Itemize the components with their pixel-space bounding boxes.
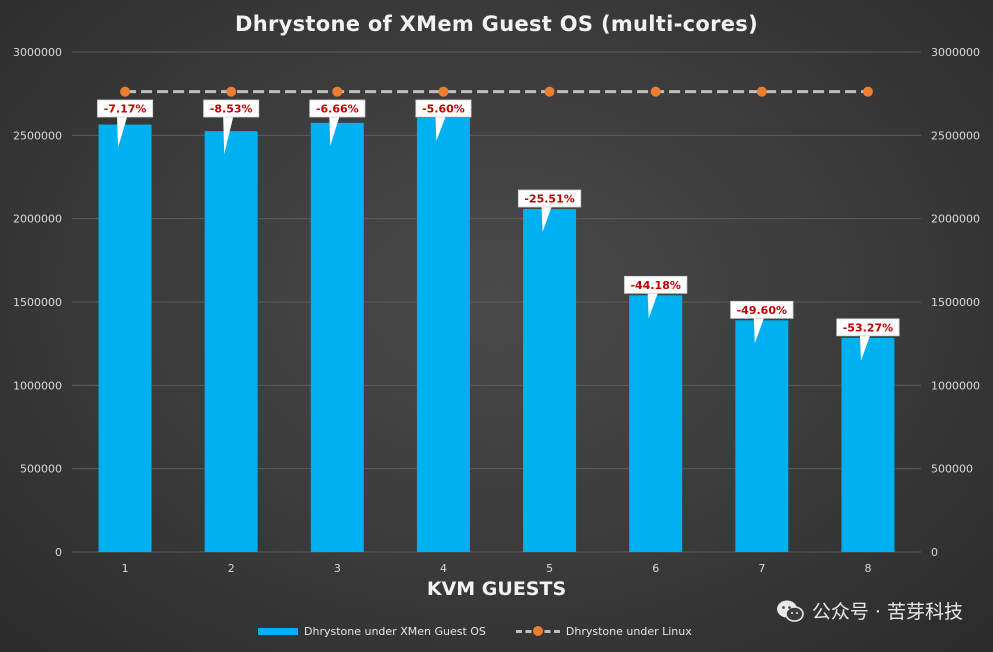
line-point [226, 86, 237, 97]
y2-tick-label: 0 [931, 546, 938, 559]
y2-tick-label: 3000000 [931, 46, 980, 59]
data-label-pointer [541, 207, 552, 232]
legend-swatch-bar [258, 627, 298, 635]
y-tick-label: 500000 [20, 463, 62, 476]
y2-tick-label: 2500000 [931, 129, 980, 142]
data-label: -5.60% [422, 103, 465, 116]
y-tick-label: 0 [55, 546, 62, 559]
legend-label-linux: Dhrystone under Linux [565, 624, 692, 638]
data-label-pointer [859, 335, 870, 361]
line-point [332, 86, 343, 97]
y2-tick-label: 2000000 [931, 213, 980, 226]
y-tick-label: 1500000 [13, 296, 62, 309]
data-label-box [836, 318, 900, 337]
y2-tick-label: 500000 [931, 463, 973, 476]
data-label-pointer [435, 117, 446, 141]
x-tick-label: 2 [228, 562, 235, 575]
data-label-pointer [329, 117, 340, 146]
bar [204, 131, 258, 552]
data-label: -6.66% [316, 103, 359, 116]
data-label-box [730, 300, 794, 319]
data-label: -53.27% [843, 321, 893, 334]
x-tick-label: 8 [864, 562, 871, 575]
data-label: -7.17% [104, 103, 147, 116]
x-tick-label: 1 [122, 562, 129, 575]
y-tick-label: 2500000 [13, 129, 62, 142]
data-label-pointer [753, 318, 764, 344]
y2-tick-label: 1000000 [931, 379, 980, 392]
data-label-pointer [117, 117, 128, 148]
x-tick-label: 7 [758, 562, 765, 575]
y-tick-label: 2000000 [13, 213, 62, 226]
x-tick-label: 3 [334, 562, 341, 575]
data-label-box [517, 189, 582, 208]
data-label-box [309, 99, 366, 118]
y2-tick-label: 1500000 [931, 296, 980, 309]
wechat-icon [776, 600, 804, 622]
line-point [650, 86, 661, 97]
y-tick-label: 1000000 [13, 379, 62, 392]
bar [841, 337, 895, 552]
line-point [544, 86, 555, 97]
bar [629, 295, 683, 552]
data-label: -25.51% [524, 193, 574, 206]
data-label-box [624, 275, 688, 294]
legend-item-xmen: Dhrystone under XMen Guest OS [258, 625, 486, 638]
bar [98, 124, 152, 552]
data-label-box [203, 99, 260, 118]
x-tick-label: 4 [440, 562, 447, 575]
watermark: 公众号 · 苦芽科技 [776, 597, 963, 624]
legend-swatch-line [515, 626, 560, 636]
legend-item-linux: Dhrystone under Linux [515, 624, 692, 638]
line-point [862, 86, 873, 97]
y-tick-label: 3000000 [13, 46, 62, 59]
bar [735, 320, 789, 552]
data-label-box [415, 99, 472, 118]
chart-title: Dhrystone of XMem Guest OS (multi-cores) [234, 12, 758, 36]
line-point [756, 86, 767, 97]
data-label: -49.60% [737, 304, 787, 317]
line-point [438, 86, 449, 97]
bar [523, 209, 577, 552]
data-label-pointer [647, 293, 658, 319]
watermark-text: 公众号 · 苦芽科技 [811, 601, 963, 623]
data-label: -44.18% [630, 279, 680, 292]
bar [310, 122, 364, 552]
bar [416, 117, 470, 552]
line-point [120, 86, 131, 97]
data-label-pointer [223, 117, 234, 155]
data-label: -8.53% [210, 103, 253, 116]
chart-legend: Dhrystone under XMen Guest OS Dhrystone … [258, 623, 692, 639]
x-tick-label: 5 [546, 562, 553, 575]
x-axis-title: KVM GUESTS [426, 578, 567, 600]
data-label-box [97, 99, 154, 118]
x-tick-label: 6 [652, 562, 659, 575]
legend-label-xmen: Dhrystone under XMen Guest OS [304, 624, 486, 638]
